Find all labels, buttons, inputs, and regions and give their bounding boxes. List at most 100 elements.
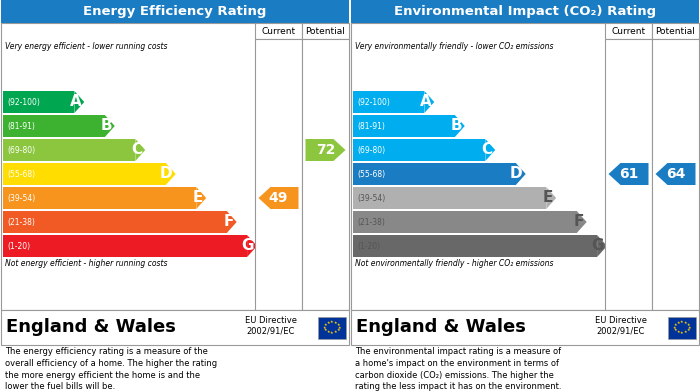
Text: Not environmentally friendly - higher CO₂ emissions: Not environmentally friendly - higher CO… — [355, 259, 554, 268]
Text: (39-54): (39-54) — [357, 194, 385, 203]
Bar — [605, 39, 652, 310]
Polygon shape — [247, 235, 257, 257]
Text: ★: ★ — [687, 328, 690, 332]
Bar — [605, 23, 652, 39]
Text: ★: ★ — [323, 325, 326, 330]
Polygon shape — [546, 187, 556, 209]
Text: 72: 72 — [316, 143, 335, 157]
Bar — [3, 115, 105, 137]
Text: (39-54): (39-54) — [7, 194, 35, 203]
Bar — [318, 316, 346, 339]
Text: ★: ★ — [680, 320, 684, 324]
Text: G: G — [241, 239, 254, 253]
Bar — [652, 39, 699, 310]
Bar — [353, 187, 546, 209]
Polygon shape — [597, 235, 607, 257]
Bar — [302, 39, 349, 310]
Text: (1-20): (1-20) — [357, 242, 380, 251]
Text: 61: 61 — [619, 167, 638, 181]
Text: EU Directive
2002/91/EC: EU Directive 2002/91/EC — [595, 316, 647, 335]
Bar — [351, 23, 699, 310]
Text: C: C — [481, 142, 492, 158]
Text: Current: Current — [261, 27, 295, 36]
Bar — [3, 163, 166, 185]
Text: ★: ★ — [674, 323, 678, 327]
Text: D: D — [160, 167, 173, 181]
Text: ★: ★ — [326, 321, 330, 325]
Text: The environmental impact rating is a measure of
a home's impact on the environme: The environmental impact rating is a mea… — [355, 347, 561, 391]
Text: (92-100): (92-100) — [7, 97, 40, 106]
Text: ★: ★ — [337, 323, 340, 327]
Text: ★: ★ — [330, 320, 334, 324]
Text: ★: ★ — [687, 325, 692, 330]
Text: ★: ★ — [684, 321, 687, 325]
Text: ★: ★ — [334, 330, 337, 334]
Polygon shape — [105, 115, 115, 137]
Text: G: G — [592, 239, 604, 253]
Polygon shape — [424, 91, 434, 113]
Text: A: A — [69, 95, 81, 109]
Polygon shape — [655, 163, 696, 185]
Text: EU Directive
2002/91/EC: EU Directive 2002/91/EC — [245, 316, 297, 335]
Text: E: E — [193, 190, 203, 206]
Text: ★: ★ — [684, 330, 687, 334]
Text: (81-91): (81-91) — [357, 122, 385, 131]
Bar — [353, 115, 455, 137]
Bar — [353, 163, 516, 185]
Text: Potential: Potential — [306, 27, 345, 36]
Polygon shape — [166, 163, 176, 185]
Text: England & Wales: England & Wales — [356, 319, 526, 337]
Bar — [353, 139, 485, 161]
Text: England & Wales: England & Wales — [6, 319, 176, 337]
Text: ★: ★ — [676, 321, 680, 325]
Text: Potential: Potential — [656, 27, 695, 36]
Polygon shape — [455, 115, 465, 137]
Bar — [351, 0, 699, 23]
Text: Very energy efficient - lower running costs: Very energy efficient - lower running co… — [5, 42, 167, 51]
Text: ★: ★ — [337, 325, 342, 330]
Text: ★: ★ — [334, 321, 337, 325]
Text: (92-100): (92-100) — [357, 97, 390, 106]
Text: (21-38): (21-38) — [357, 217, 385, 226]
Polygon shape — [135, 139, 145, 161]
Text: ★: ★ — [324, 328, 328, 332]
Polygon shape — [74, 91, 84, 113]
Text: F: F — [223, 215, 234, 230]
Text: (55-68): (55-68) — [7, 170, 35, 179]
Text: (21-38): (21-38) — [7, 217, 35, 226]
Text: ★: ★ — [330, 331, 334, 335]
Text: B: B — [450, 118, 462, 133]
Polygon shape — [258, 187, 298, 209]
Text: A: A — [419, 95, 431, 109]
Polygon shape — [227, 211, 237, 233]
Polygon shape — [485, 139, 495, 161]
Bar — [353, 91, 424, 113]
Text: (69-80): (69-80) — [7, 145, 35, 154]
Text: (81-91): (81-91) — [7, 122, 35, 131]
Text: (1-20): (1-20) — [7, 242, 30, 251]
Polygon shape — [608, 163, 648, 185]
Text: ★: ★ — [674, 328, 678, 332]
Bar — [353, 235, 597, 257]
Text: 49: 49 — [269, 191, 288, 205]
Bar — [1, 23, 349, 310]
Bar — [3, 187, 196, 209]
Text: E: E — [542, 190, 553, 206]
Text: (55-68): (55-68) — [357, 170, 385, 179]
Polygon shape — [577, 211, 587, 233]
Bar — [353, 211, 577, 233]
Bar — [668, 316, 696, 339]
Polygon shape — [305, 139, 346, 161]
Bar — [3, 139, 135, 161]
Text: The energy efficiency rating is a measure of the
overall efficiency of a home. T: The energy efficiency rating is a measur… — [5, 347, 217, 391]
Polygon shape — [516, 163, 526, 185]
Text: ★: ★ — [676, 330, 680, 334]
Bar — [3, 211, 227, 233]
Bar — [255, 23, 302, 39]
Text: Energy Efficiency Rating: Energy Efficiency Rating — [83, 5, 267, 18]
Bar — [652, 23, 699, 39]
Text: F: F — [573, 215, 584, 230]
Text: Current: Current — [611, 27, 645, 36]
Text: ★: ★ — [326, 330, 330, 334]
Text: ★: ★ — [687, 323, 690, 327]
